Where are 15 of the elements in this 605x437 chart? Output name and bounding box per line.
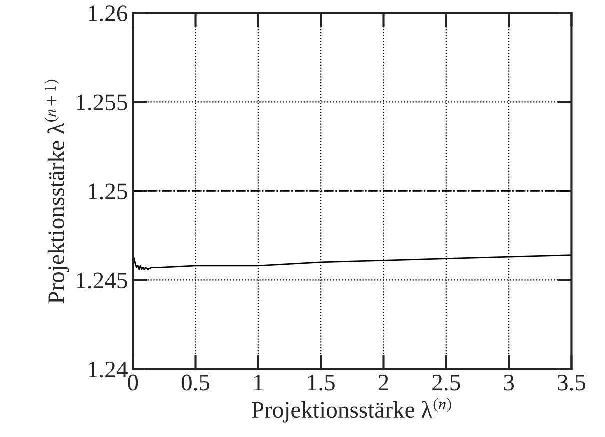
y-tick-label: 1.25 — [88, 184, 128, 200]
x-tick-label: 1.5 — [308, 374, 335, 391]
x-tick-label: 2.5 — [432, 374, 460, 391]
x-tick-label: 3 — [504, 374, 514, 391]
x-tick-label: 2 — [378, 374, 388, 391]
y-tick-label: 1.245 — [77, 272, 128, 289]
y-tick-label: 1.26 — [88, 6, 128, 22]
x-tick-label: 1 — [254, 374, 263, 391]
x-tick-label: 3.5 — [558, 374, 586, 391]
x-tick-label: 0 — [128, 374, 138, 391]
y-tick-label: 1.24 — [88, 362, 128, 378]
x-axis-title: Projektionsstärke λ$^{(n)}$ — [252, 398, 452, 423]
y-axis-title: Projektionsstärke λ$^{(n+1)}$ — [44, 80, 70, 304]
y-tick-label: 1.255 — [77, 94, 128, 111]
x-tick-label: 0.5 — [182, 374, 210, 391]
